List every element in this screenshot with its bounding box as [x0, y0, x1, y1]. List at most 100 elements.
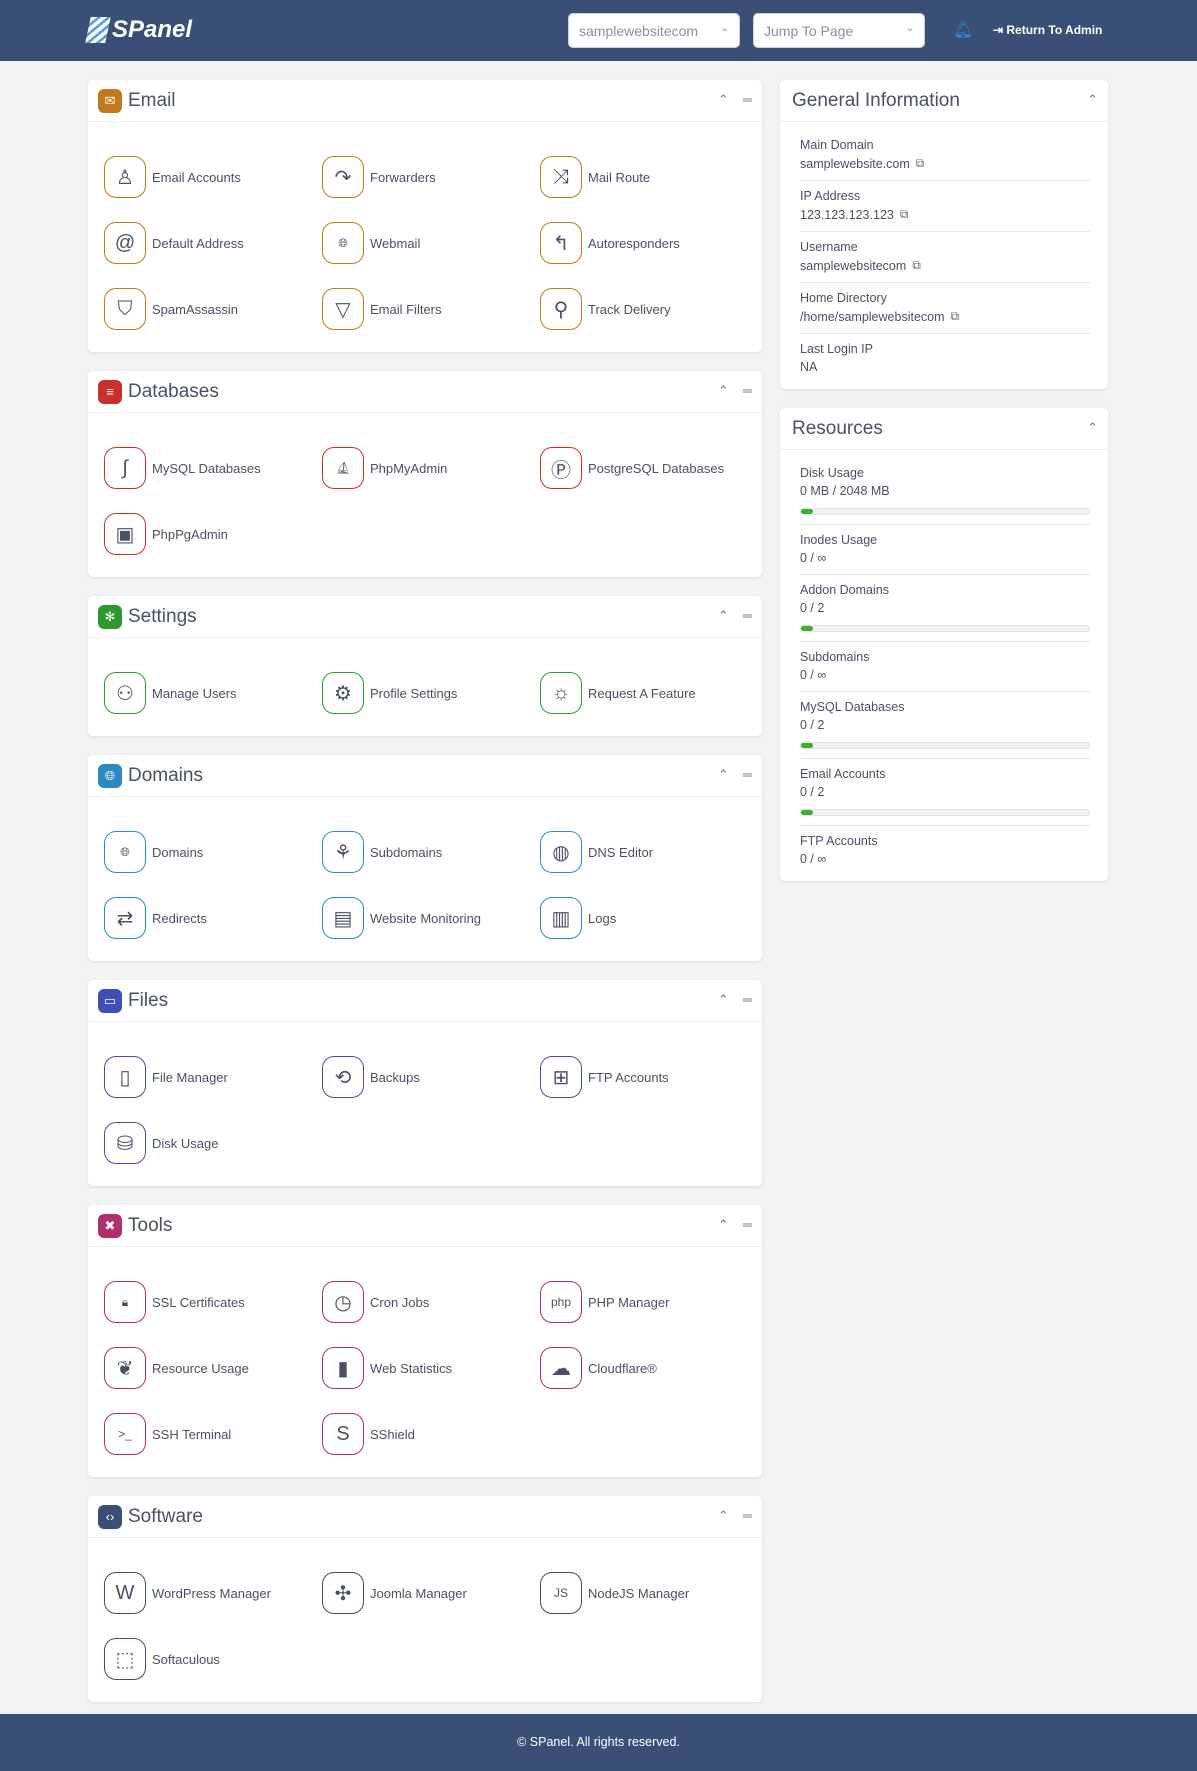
drag-handle-icon[interactable]: ═ — [742, 992, 752, 1007]
drag-handle-icon[interactable]: ═ — [742, 767, 752, 782]
return-to-admin-link[interactable]: ⇥ Return To Admin — [993, 23, 1103, 37]
resource-label: Inodes Usage — [800, 533, 878, 547]
copy-icon[interactable]: ⧉ — [915, 156, 925, 170]
sail-icon: ⛵︎ — [322, 447, 364, 489]
collapse-icon[interactable]: ⌃ — [717, 1508, 729, 1523]
tool-domains[interactable]: 🌐︎ Domains — [104, 819, 322, 885]
section-tools: ✖ Tools ⌃ ═ 🔒︎ SSL Certificates ◷ Cron Jobs php P… — [88, 1205, 762, 1477]
wordpress-icon: W — [104, 1572, 146, 1614]
sshield-icon: S — [322, 1413, 364, 1455]
tool-postgresql-databases[interactable]: Ⓟ PostgreSQL Databases — [540, 435, 758, 501]
copy-icon[interactable]: ⧉ — [912, 258, 921, 272]
tool-sshield[interactable]: S SShield — [322, 1401, 540, 1467]
tool-resource-usage[interactable]: ❦ Resource Usage — [104, 1335, 322, 1401]
info-column: General Information ⌃ Main Domain samplewe… — [780, 80, 1108, 900]
tool-track-delivery[interactable]: ⚲ Track Delivery — [540, 276, 758, 342]
resource-row: FTP Accounts 0 / ∞ — [800, 826, 1090, 875]
dolphin-icon: ∫ — [104, 447, 146, 489]
resource-row: MySQL Databases 0 / 2 — [800, 692, 1090, 759]
resource-row: Addon Domains 0 / 2 — [800, 575, 1090, 642]
copy-icon[interactable]: ⧉ — [950, 309, 960, 323]
tool-request-a-feature[interactable]: ☼ Request A Feature — [540, 660, 758, 726]
tool-redirects[interactable]: ⇄ Redirects — [104, 885, 322, 951]
collapse-icon[interactable]: ⌃ — [717, 1217, 729, 1232]
tool-wordpress-manager[interactable]: W WordPress Manager — [104, 1560, 322, 1626]
resource-value: 0 / ∞ — [800, 551, 827, 565]
collapse-icon[interactable]: ⌃ — [717, 608, 729, 623]
tool-cloudflare-[interactable]: ☁ Cloudflare® — [540, 1335, 758, 1401]
tool-joomla-manager[interactable]: ✣ Joomla Manager — [322, 1560, 540, 1626]
folder-icon: ▭ — [98, 988, 122, 1013]
collapse-icon[interactable]: ⌃ — [717, 383, 729, 398]
tool-ftp-accounts[interactable]: ⊞ FTP Accounts — [540, 1044, 758, 1110]
section-email: ✉ Email ⌃ ═ ♙ Email Accounts ↷ Forwarders ⤨ Mail … — [88, 80, 762, 352]
tool-webmail[interactable]: 🌐︎ Webmail — [322, 210, 540, 276]
tool-cron-jobs[interactable]: ◷ Cron Jobs — [322, 1269, 540, 1335]
info-label: Username — [800, 240, 858, 254]
section-settings: ✻ Settings ⌃ ═ ⚇ Manage Users ⚙ Profile Setting… — [88, 596, 762, 736]
tool-email-accounts[interactable]: ♙ Email Accounts — [104, 144, 322, 210]
tool-nodejs-manager[interactable]: JS NodeJS Manager — [540, 1560, 758, 1626]
tool-website-monitoring[interactable]: ▤ Website Monitoring — [322, 885, 540, 951]
domain-select[interactable]: samplewebsitecom ⌄ — [568, 13, 740, 48]
info-value: samplewebsitecom — [800, 258, 907, 273]
user-gear-icon: ⚙ — [322, 672, 364, 714]
section-header: 🌐︎ Domains ⌃ ═ — [88, 755, 762, 797]
globe-icon: 🌐︎ — [98, 763, 122, 788]
tool-autoresponders[interactable]: ↰ Autoresponders — [540, 210, 758, 276]
tool-ssl-certificates[interactable]: 🔒︎ SSL Certificates — [104, 1269, 322, 1335]
drag-handle-icon[interactable]: ═ — [742, 92, 752, 107]
database-icon: ≡ — [98, 379, 122, 404]
drag-handle-icon[interactable]: ═ — [742, 1508, 752, 1523]
section-header: ✻ Settings ⌃ ═ — [88, 596, 762, 638]
tool-php-manager[interactable]: php PHP Manager — [540, 1269, 758, 1335]
spanel-logo[interactable]: SPanel — [85, 16, 192, 44]
tool-disk-usage[interactable]: ⛁ Disk Usage — [104, 1110, 322, 1176]
tool-subdomains[interactable]: ⚘ Subdomains — [322, 819, 540, 885]
drag-handle-icon[interactable]: ═ — [742, 1217, 752, 1232]
tool-mysql-databases[interactable]: ∫ MySQL Databases — [104, 435, 322, 501]
chevron-down-icon: ⌄ — [720, 23, 729, 34]
jump-to-page-select[interactable]: Jump To Page ⌄ — [753, 13, 925, 48]
collapse-icon[interactable]: ⌃ — [1087, 92, 1098, 107]
resources-card: Resources ⌃ Disk Usage 0 MB / 2048 MB Inode… — [780, 408, 1108, 881]
drag-handle-icon[interactable]: ═ — [742, 608, 752, 623]
tool-dns-editor[interactable]: ◍ DNS Editor — [540, 819, 758, 885]
collapse-icon[interactable]: ⌃ — [717, 767, 729, 782]
leaf-icon: ❦ — [104, 1347, 146, 1389]
collapse-icon[interactable]: ⌃ — [717, 992, 729, 1007]
tool-file-manager[interactable]: ▯ File Manager — [104, 1044, 322, 1110]
tool-softaculous[interactable]: ⬚ Softaculous — [104, 1626, 322, 1692]
copy-icon[interactable]: ⧉ — [899, 207, 909, 221]
tool-manage-users[interactable]: ⚇ Manage Users — [104, 660, 322, 726]
tool-profile-settings[interactable]: ⚙ Profile Settings — [322, 660, 540, 726]
drag-handle-icon[interactable]: ═ — [742, 383, 752, 398]
tool-mail-route[interactable]: ⤨ Mail Route — [540, 144, 758, 210]
collapse-icon[interactable]: ⌃ — [717, 92, 729, 107]
tool-phpmyadmin[interactable]: ⛵︎ PhpMyAdmin — [322, 435, 540, 501]
resource-value: 0 / ∞ — [800, 852, 827, 866]
resource-progress-bar — [800, 742, 1090, 749]
tools-icon: ✖ — [98, 1213, 122, 1238]
file-manager-icon: ▯ — [104, 1056, 146, 1098]
section-databases: ≡ Databases ⌃ ═ ∫ MySQL Databases ⛵︎ PhpMyAdmin… — [88, 371, 762, 577]
tool-ssh-terminal[interactable]: >_ SSH Terminal — [104, 1401, 322, 1467]
section-title: Databases — [128, 380, 219, 402]
info-label: Home Directory — [800, 291, 887, 305]
tool-web-statistics[interactable]: ▮ Web Statistics — [322, 1335, 540, 1401]
tool-spamassassin[interactable]: ⛉ SpamAssassin — [104, 276, 322, 342]
tool-backups[interactable]: ⟲ Backups — [322, 1044, 540, 1110]
resource-value: 0 / ∞ — [800, 668, 827, 682]
tool-logs[interactable]: ▥ Logs — [540, 885, 758, 951]
tool-forwarders[interactable]: ↷ Forwarders — [322, 144, 540, 210]
top-header: SPanel samplewebsitecom ⌄ Jump To Page ⌄ 🔔… — [0, 0, 1197, 61]
tool-default-address[interactable]: @ Default Address — [104, 210, 322, 276]
code-icon: ‹› — [98, 1504, 122, 1529]
sign-out-icon: ⇥ — [993, 23, 1007, 37]
bell-icon[interactable]: 🔔︎ — [953, 22, 974, 39]
collapse-icon[interactable]: ⌃ — [1087, 420, 1098, 435]
section-header: ▭ Files ⌃ ═ — [88, 980, 762, 1022]
tool-email-filters[interactable]: ▽ Email Filters — [322, 276, 540, 342]
sections-column: ✉ Email ⌃ ═ ♙ Email Accounts ↷ Forwarders ⤨ Mail … — [88, 80, 762, 1721]
tool-phppgadmin[interactable]: ▣ PhpPgAdmin — [104, 501, 322, 567]
